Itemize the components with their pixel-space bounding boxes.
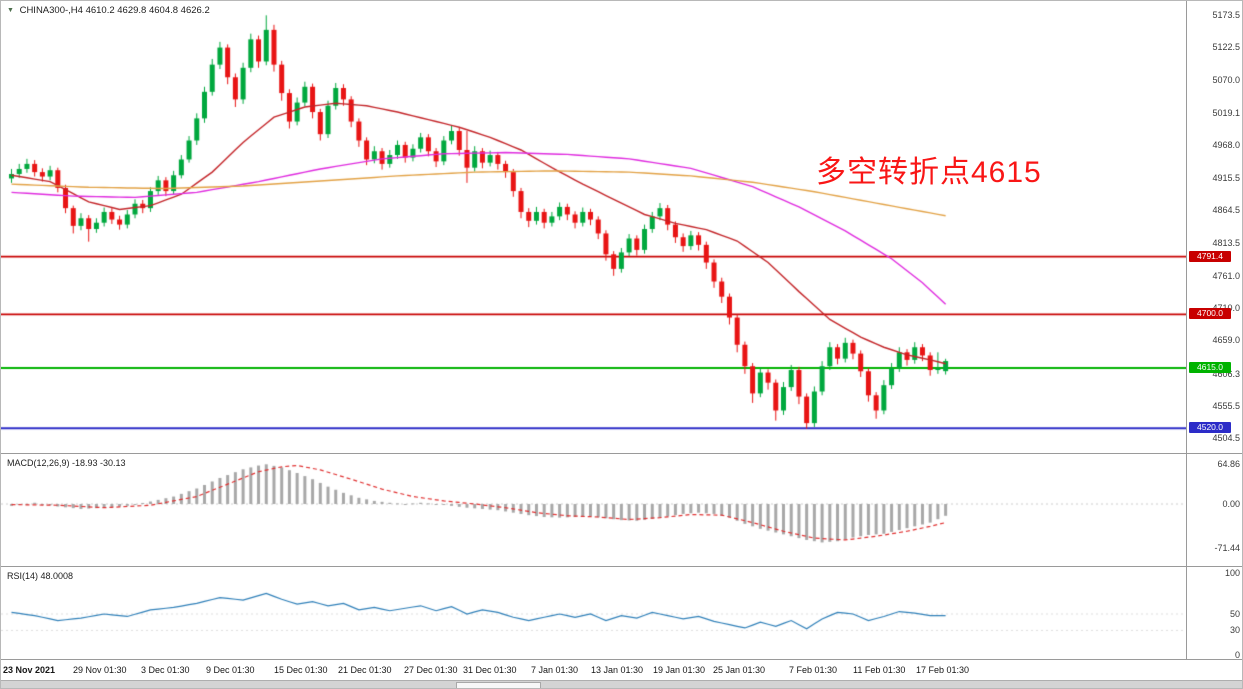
time-axis-label: 25 Jan 01:30 <box>713 665 766 675</box>
time-axis-label: 3 Dec 01:30 <box>141 665 190 675</box>
symbol-name: CHINA300-,H4 <box>19 5 83 16</box>
rsi-tick-label: 0 <box>1234 650 1240 660</box>
price-tick-label: 4555.5 <box>1212 400 1240 411</box>
symbol-ohlc-label: ▼ CHINA300-,H4 4610.2 4629.8 4604.8 4626… <box>7 5 210 16</box>
macd-tick-label: -71.44 <box>1214 543 1240 554</box>
price-level-flag: 4615.0 <box>1189 362 1231 374</box>
chart-marker-icon: ▼ <box>7 7 14 14</box>
time-axis[interactable]: 23 Nov 2021 29 Nov 01:30 3 Dec 01:30 9 Dec … <box>1 660 1186 680</box>
rsi-panel-label: RSI(14) 48.0008 <box>7 571 74 581</box>
time-axis-label: 29 Nov 01:30 <box>73 665 127 675</box>
time-axis-label: 7 Jan 01:30 <box>531 665 579 675</box>
rsi-tick-label: 50 <box>1229 609 1240 619</box>
rsi-tick-label: 100 <box>1224 568 1240 578</box>
panel-separator[interactable] <box>1 453 1242 454</box>
time-axis-label: 19 Jan 01:30 <box>653 665 706 675</box>
price-tick-label: 5070.0 <box>1212 75 1240 86</box>
macd-panel-label: MACD(12,26,9) -18.93 -30.13 <box>7 458 126 468</box>
bar-ohlc-values: 4610.2 4629.8 4604.8 4626.2 <box>85 5 210 16</box>
panel-separator <box>1 659 1242 660</box>
price-chart-canvas[interactable] <box>1 1 1186 453</box>
time-axis-label: 15 Dec 01:30 <box>274 665 328 675</box>
price-tick-label: 4504.5 <box>1212 432 1240 443</box>
time-axis-label: 7 Feb 01:30 <box>789 665 838 675</box>
time-axis-label: 9 Dec 01:30 <box>206 665 255 675</box>
price-tick-label: 4864.5 <box>1212 205 1240 216</box>
price-tick-label: 4968.0 <box>1212 139 1240 150</box>
horizontal-scrollbar[interactable] <box>1 680 1242 688</box>
rsi-indicator-canvas[interactable] <box>1 567 1186 659</box>
price-level-flag: 4700.0 <box>1189 308 1231 320</box>
rsi-tick-label: 30 <box>1229 625 1240 636</box>
price-tick-label: 5019.1 <box>1212 107 1240 118</box>
scrollbar-thumb[interactable] <box>456 682 541 688</box>
time-axis-label: 31 Dec 01:30 <box>463 665 517 675</box>
price-level-flag: 4791.4 <box>1189 250 1231 262</box>
time-axis-label: 11 Feb 01:30 <box>853 665 906 675</box>
macd-tick-label: 0.00 <box>1222 499 1240 509</box>
price-axis[interactable]: 5173.5 5122.5 5070.0 5019.1 4968.0 4915.5 4864… <box>1187 1 1242 660</box>
axis-separator <box>1186 1 1187 659</box>
price-tick-label: 4761.0 <box>1212 270 1240 281</box>
price-tick-label: 4710.0 <box>1212 303 1240 313</box>
macd-tick-label: 64.86 <box>1217 458 1240 469</box>
price-tick-label: 4659.0 <box>1212 335 1240 346</box>
price-tick-label: 5122.5 <box>1212 42 1240 53</box>
macd-indicator-canvas[interactable] <box>1 454 1186 566</box>
time-axis-label: 17 Feb 01:30 <box>916 665 970 675</box>
panel-separator[interactable] <box>1 566 1242 567</box>
time-axis-label: 21 Dec 01:30 <box>338 665 392 675</box>
price-level-flag: 4520.0 <box>1189 422 1231 434</box>
price-tick-label: 5173.5 <box>1212 10 1240 20</box>
time-axis-label: 27 Dec 01:30 <box>404 665 458 675</box>
chart-annotation: 多空转折点4615 <box>816 156 1042 189</box>
price-tick-label: 4606.3 <box>1212 368 1240 379</box>
time-axis-label: 13 Jan 01:30 <box>591 665 644 675</box>
time-axis-label: 23 Nov 2021 <box>3 665 56 675</box>
price-tick-label: 4813.5 <box>1212 237 1240 248</box>
price-tick-label: 4915.5 <box>1212 173 1240 184</box>
